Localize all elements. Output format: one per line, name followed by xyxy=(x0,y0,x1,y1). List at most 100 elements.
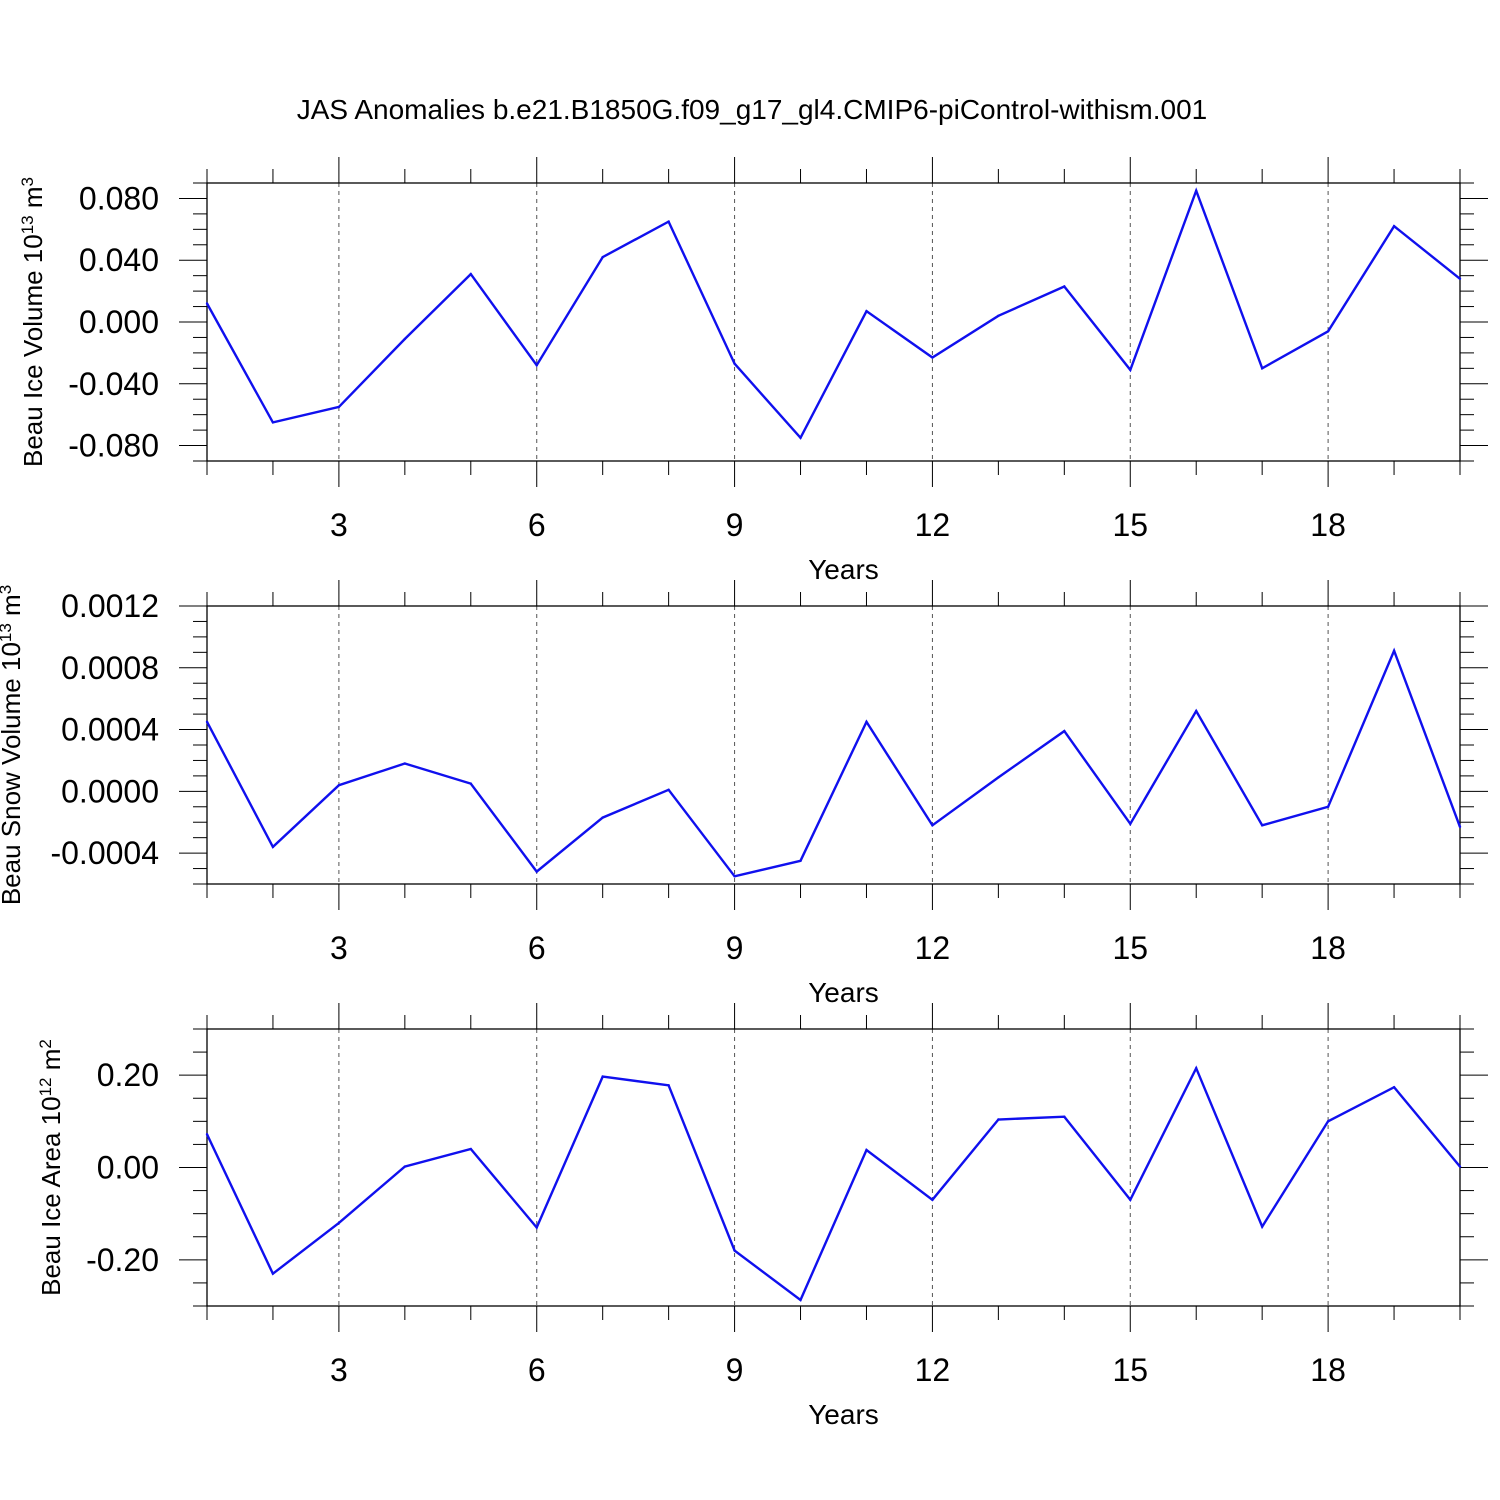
data-point xyxy=(1458,277,1462,280)
data-point xyxy=(469,1147,472,1151)
data-point xyxy=(667,788,670,791)
x-tick-label: 12 xyxy=(915,930,951,966)
x-tick-label: 12 xyxy=(915,507,951,543)
data-point xyxy=(799,859,802,863)
y-axis-label-text: m xyxy=(18,186,48,215)
data-point xyxy=(1392,1085,1396,1089)
data-point xyxy=(931,1198,934,1202)
chart-panels: 3 6 9 12 15 18 Years -0.080 -0.040 0.000 0.040 0.08… xyxy=(0,157,1488,1430)
data-point xyxy=(1392,225,1396,228)
y-axis-label: Beau Snow Volume 1013 m3 xyxy=(0,585,26,905)
data-point xyxy=(337,1221,341,1225)
data-point xyxy=(865,720,868,724)
chart-panel-1: 3 6 9 12 15 18 Years -0.080 -0.040 0.000 0.040 0.08… xyxy=(18,157,1488,585)
y-axis-label-text: Beau Snow Volume 10 xyxy=(0,642,26,905)
y-axis-label-superscript: 3 xyxy=(18,177,37,186)
x-axis-label: Years xyxy=(808,554,879,585)
x-axis-label: Years xyxy=(808,1399,879,1430)
data-point xyxy=(1458,1165,1462,1168)
y-tick-label: -0.0004 xyxy=(50,835,159,871)
y-tick-label: -0.040 xyxy=(68,366,159,402)
data-point xyxy=(469,272,472,276)
y-axis-label-text: m xyxy=(0,594,26,623)
data-point xyxy=(1129,822,1132,825)
y-tick-label: 0.0004 xyxy=(61,712,159,748)
y-axis-label-superscript: 2 xyxy=(36,1039,55,1048)
y-axis-label-superscript: 13 xyxy=(18,215,37,234)
data-point xyxy=(271,1272,275,1275)
data-point xyxy=(997,314,1000,318)
data-point xyxy=(535,870,538,873)
data-point xyxy=(1260,824,1264,827)
y-tick-label: 0.20 xyxy=(97,1057,159,1093)
series-line xyxy=(205,647,1462,878)
y-tick-label: 0.000 xyxy=(79,304,159,340)
y-axis-label-superscript: 3 xyxy=(0,585,15,594)
data-point xyxy=(601,255,604,259)
data-point xyxy=(1129,1198,1132,1202)
data-point xyxy=(931,824,934,827)
data-point xyxy=(1195,1067,1198,1070)
x-tick-label: 18 xyxy=(1310,1352,1346,1388)
data-point xyxy=(733,1249,736,1252)
series-line xyxy=(205,1065,1461,1302)
data-point xyxy=(535,1226,538,1229)
data-point xyxy=(1326,330,1330,333)
data-point xyxy=(1063,729,1066,733)
y-tick-label: 0.040 xyxy=(79,242,159,278)
figure-title: JAS Anomalies b.e21.B1850G.f09_g17_gl4.C… xyxy=(297,94,1208,125)
y-axis-label: Beau Ice Volume 1013 m3 xyxy=(18,177,49,467)
data-point xyxy=(733,362,736,365)
y-axis-label-text: m xyxy=(36,1049,66,1078)
x-tick-label: 9 xyxy=(726,1352,744,1388)
data-point xyxy=(337,405,341,409)
chart-panel-2: 3 6 9 12 15 18 Years -0.0004 0.0000 0.0004 0.0008 0… xyxy=(0,580,1488,1008)
data-point xyxy=(1129,368,1132,372)
data-point xyxy=(205,1133,209,1136)
x-tick-label: 3 xyxy=(330,507,348,543)
data-point xyxy=(535,364,538,367)
data-point xyxy=(733,875,736,878)
data-point xyxy=(601,816,604,819)
y-axis-label: Beau Ice Area 1012 m2 xyxy=(36,1039,67,1296)
x-tick-label: 6 xyxy=(528,930,546,966)
data-point xyxy=(799,1298,802,1302)
data-point xyxy=(337,783,341,787)
y-axis-label-superscript: 12 xyxy=(36,1077,55,1096)
y-axis-label-superscript: 13 xyxy=(0,623,15,642)
y-tick-label: 0.080 xyxy=(79,180,159,216)
x-axis-label: Years xyxy=(808,977,879,1008)
x-tick-label: 9 xyxy=(726,507,744,543)
data-point xyxy=(1063,1115,1066,1118)
data-point xyxy=(1326,1120,1330,1123)
data-point xyxy=(601,1075,604,1078)
x-tick-label: 18 xyxy=(1310,930,1346,966)
data-point xyxy=(1392,649,1396,652)
x-tick-label: 3 xyxy=(330,930,348,966)
data-point xyxy=(865,1148,868,1152)
x-tick-label: 3 xyxy=(330,1352,348,1388)
y-tick-label: -0.20 xyxy=(86,1242,159,1278)
y-tick-label: 0.0008 xyxy=(61,650,159,686)
data-point xyxy=(799,436,802,440)
x-tick-label: 9 xyxy=(726,930,744,966)
data-point xyxy=(865,309,868,313)
y-tick-label: -0.080 xyxy=(68,428,159,464)
data-point xyxy=(403,762,407,765)
x-tick-label: 15 xyxy=(1112,507,1148,543)
x-tick-label: 15 xyxy=(1112,930,1148,966)
data-point xyxy=(997,776,1000,779)
data-point xyxy=(403,1165,407,1168)
data-point xyxy=(997,1118,1000,1121)
data-point xyxy=(1326,805,1330,808)
y-axis-label-text: Beau Ice Area 10 xyxy=(36,1096,66,1295)
data-point xyxy=(205,720,209,724)
data-point xyxy=(667,1084,670,1087)
data-point xyxy=(931,356,934,359)
x-tick-label: 6 xyxy=(528,507,546,543)
series-line xyxy=(205,187,1461,440)
x-tick-label: 12 xyxy=(915,1352,951,1388)
y-tick-label: 0.00 xyxy=(97,1150,159,1186)
data-point xyxy=(469,782,472,785)
